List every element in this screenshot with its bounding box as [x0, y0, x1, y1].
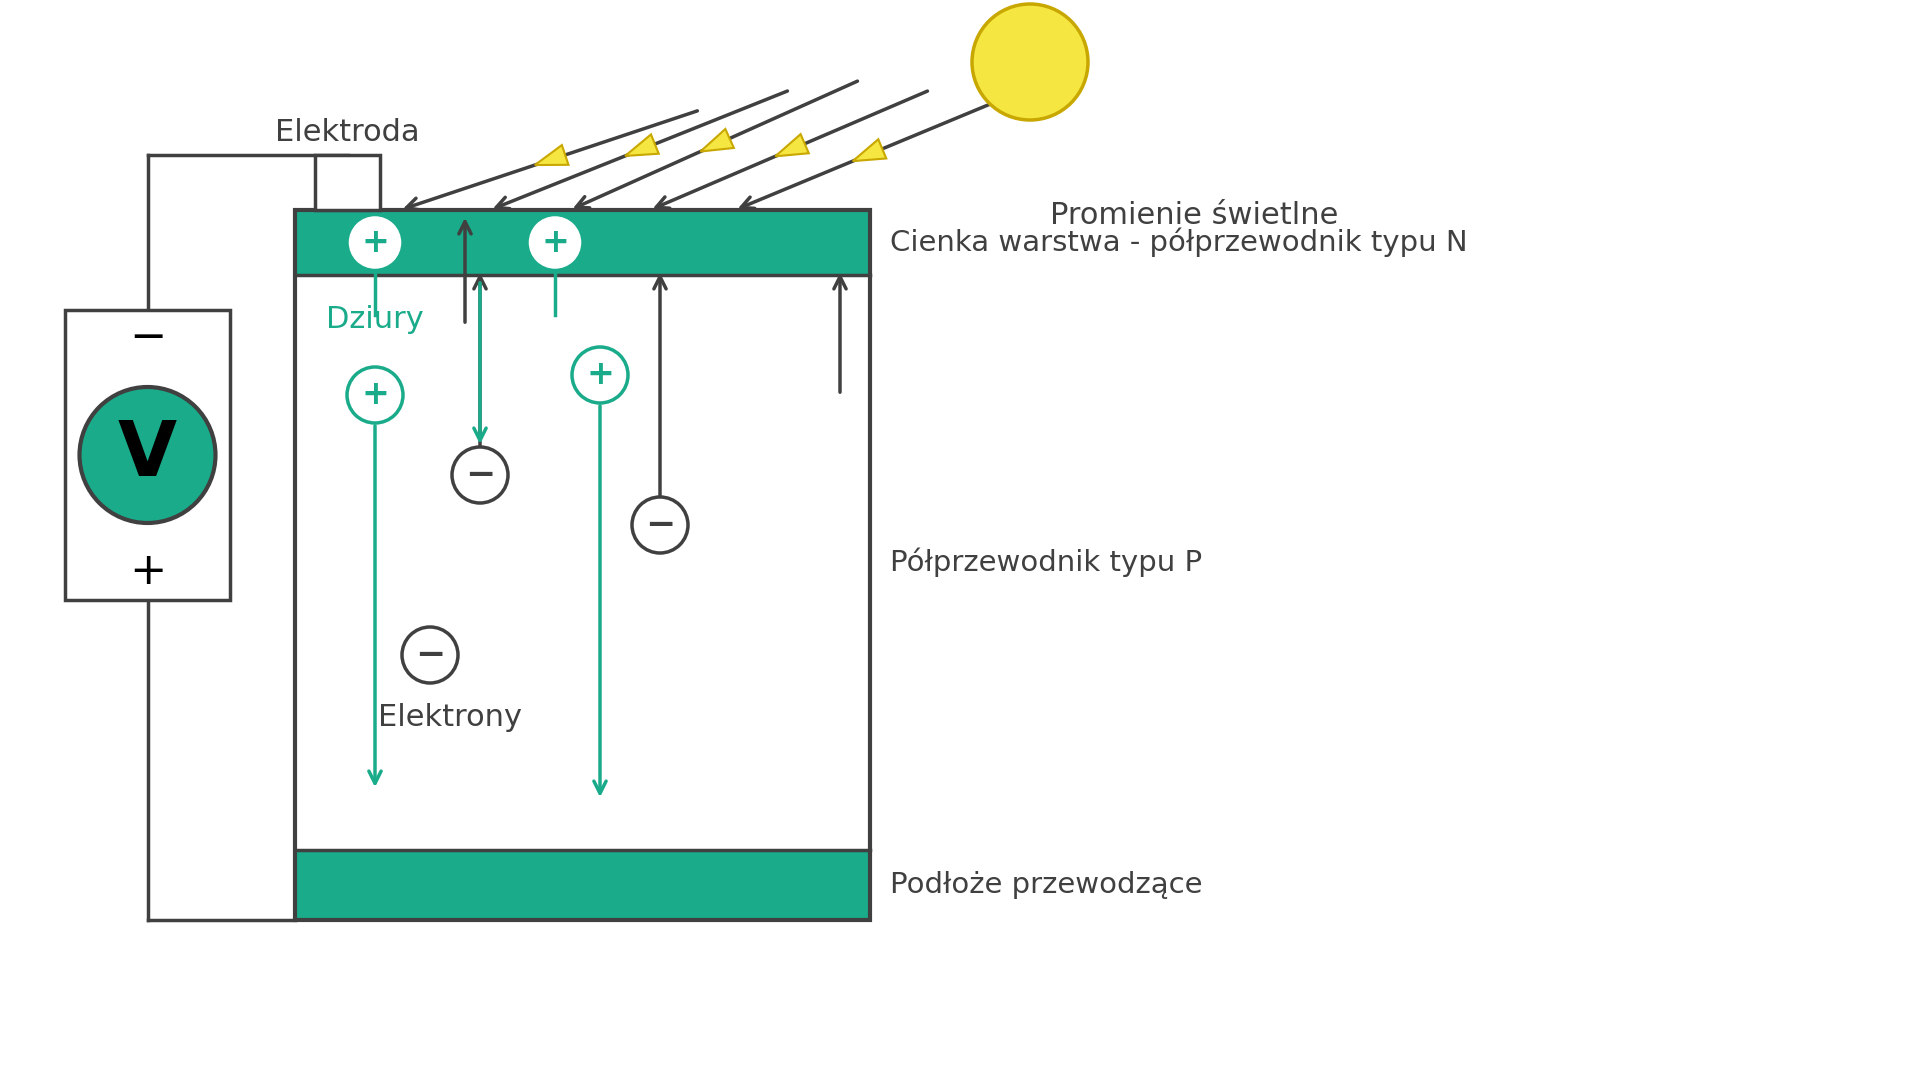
- Polygon shape: [536, 145, 568, 165]
- Text: Podłoże przewodzące: Podłoże przewodzące: [891, 870, 1202, 899]
- Circle shape: [348, 215, 403, 270]
- Bar: [65, 310, 230, 600]
- Circle shape: [401, 627, 459, 683]
- Text: +: +: [129, 551, 167, 594]
- Text: +: +: [361, 378, 390, 411]
- Circle shape: [972, 4, 1089, 120]
- Polygon shape: [852, 139, 887, 161]
- Circle shape: [632, 497, 687, 553]
- Text: Półprzewodnik typu P: Półprzewodnik typu P: [891, 548, 1202, 577]
- Bar: [315, 156, 380, 210]
- Text: V: V: [117, 418, 177, 492]
- Text: −: −: [645, 508, 676, 542]
- Bar: [296, 850, 870, 920]
- Text: Promienie świetlne: Promienie świetlne: [1050, 201, 1338, 230]
- Bar: [296, 210, 870, 920]
- Polygon shape: [776, 134, 808, 157]
- Circle shape: [79, 387, 215, 523]
- Text: −: −: [465, 458, 495, 492]
- Text: +: +: [361, 226, 390, 259]
- Text: +: +: [541, 226, 568, 259]
- Circle shape: [572, 347, 628, 403]
- Text: Dziury: Dziury: [326, 305, 424, 334]
- Circle shape: [451, 447, 509, 503]
- Text: Cienka warstwa - półprzewodnik typu N: Cienka warstwa - półprzewodnik typu N: [891, 228, 1467, 257]
- Bar: [296, 275, 870, 850]
- Text: Elektrony: Elektrony: [378, 703, 522, 732]
- Text: −: −: [129, 316, 167, 360]
- Circle shape: [526, 215, 584, 270]
- Text: +: +: [586, 359, 614, 391]
- Polygon shape: [701, 129, 733, 151]
- Bar: [296, 210, 870, 275]
- Text: −: −: [415, 638, 445, 672]
- Circle shape: [348, 367, 403, 423]
- Polygon shape: [626, 134, 659, 156]
- Text: Elektroda: Elektroda: [275, 118, 420, 147]
